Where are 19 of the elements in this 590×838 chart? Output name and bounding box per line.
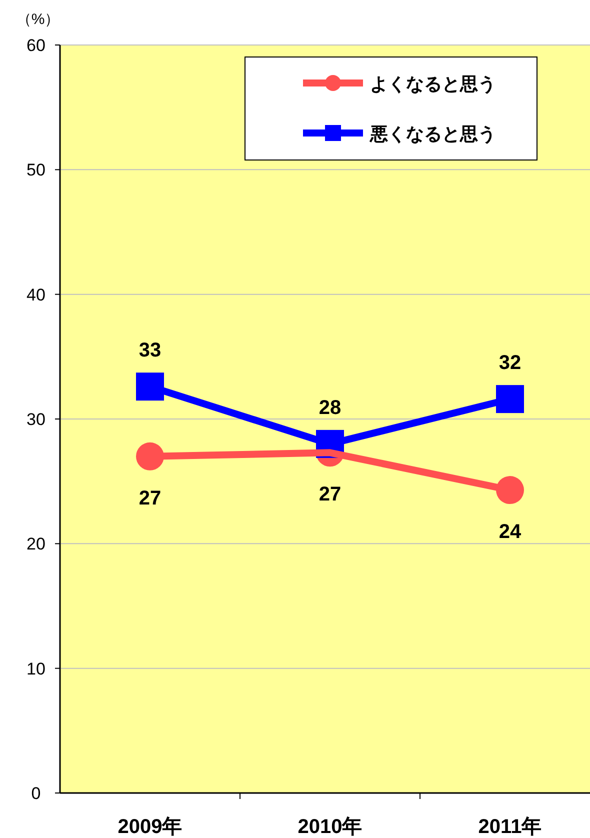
legend-label: 悪くなると思う bbox=[369, 124, 496, 144]
y-tick-label: 20 bbox=[26, 534, 46, 554]
y-tick-label: 50 bbox=[26, 160, 46, 180]
y-tick-label: 30 bbox=[26, 410, 46, 429]
data-label: 27 bbox=[318, 484, 342, 506]
legend-label: よくなると思う bbox=[370, 74, 496, 94]
data-label: 33 bbox=[138, 340, 162, 362]
y-tick-label: 0 bbox=[31, 784, 41, 803]
y-axis-title: （%） bbox=[16, 11, 60, 28]
x-tick-label: 2009年 bbox=[118, 816, 182, 838]
data-label: 24 bbox=[498, 521, 522, 544]
data-label: 27 bbox=[138, 487, 162, 510]
y-tick-label: 10 bbox=[26, 659, 46, 678]
y-tick-label: 40 bbox=[26, 285, 46, 304]
y-tick-label: 60 bbox=[26, 36, 46, 55]
data-label: 32 bbox=[498, 352, 522, 374]
x-tick-label: 2011年 bbox=[478, 816, 542, 838]
data-label: 28 bbox=[318, 396, 342, 419]
x-tick-label: 2010年 bbox=[298, 816, 362, 838]
